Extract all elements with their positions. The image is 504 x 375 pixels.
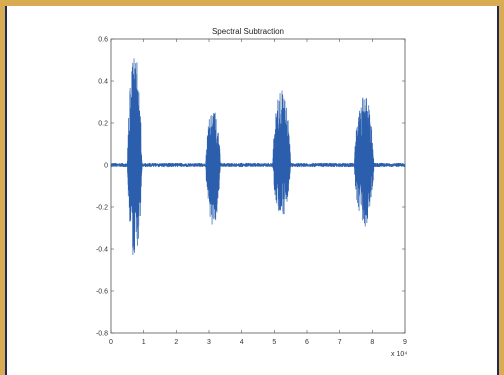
y-tick-label: 0.6 — [98, 37, 108, 44]
waveform-series — [110, 58, 406, 255]
y-tick-label: -0.2 — [96, 205, 108, 212]
x-tick-label: 9 — [403, 339, 407, 346]
y-tick-label: 0.4 — [98, 79, 108, 86]
x-axis: 0 1 2 3 4 5 6 7 8 9 — [109, 39, 407, 346]
x-tick-label: 4 — [240, 339, 244, 346]
y-tick-label: -0.8 — [96, 331, 108, 338]
y-tick-label: -0.6 — [96, 289, 108, 296]
x-tick-label: 1 — [142, 339, 146, 346]
x-tick-label: 5 — [272, 339, 276, 346]
x-exponent-label: x 10⁴ — [391, 351, 407, 358]
y-tick-label: 0.2 — [98, 121, 108, 128]
x-tick-label: 2 — [174, 339, 178, 346]
y-tick-label: 0 — [104, 163, 108, 170]
figure-frame: Spectral Subtraction 0.6 0.4 0.2 0 -0.2 -0.4 -… — [5, 6, 499, 375]
x-tick-label: 0 — [109, 339, 113, 346]
y-tick-label: -0.4 — [96, 247, 108, 254]
x-tick-label: 8 — [370, 339, 374, 346]
waveform-line — [110, 58, 406, 255]
x-tick-label: 6 — [305, 339, 309, 346]
x-tick-label: 3 — [207, 339, 211, 346]
waveform-chart: Spectral Subtraction 0.6 0.4 0.2 0 -0.2 -0.4 -… — [96, 27, 407, 358]
chart-title: Spectral Subtraction — [212, 27, 284, 36]
x-tick-label: 7 — [338, 339, 342, 346]
